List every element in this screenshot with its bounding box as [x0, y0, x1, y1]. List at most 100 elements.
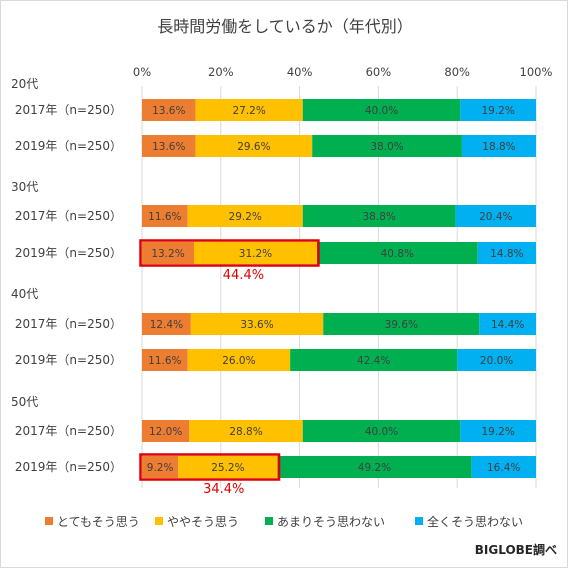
legend-label: あまりそう思わない — [277, 515, 385, 529]
row-labels: 2017年（n=250） 2019年（n=250） 2017年（n=250） 2019… — [15, 103, 122, 474]
data-label: 40.8% — [381, 248, 414, 260]
bar-segment — [142, 313, 191, 335]
data-label: 27.2% — [232, 105, 265, 117]
highlight-box — [139, 239, 320, 267]
data-label: 20.4% — [479, 211, 512, 223]
data-label: 11.6% — [148, 355, 181, 367]
data-label: 11.6% — [148, 211, 181, 223]
bar-segment — [142, 205, 188, 227]
bar-segment — [142, 99, 196, 121]
bar-segment — [312, 135, 462, 157]
chart-title: 長時間労働をしているか（年代別） — [157, 17, 413, 36]
legend-label: とてもそう思う — [57, 515, 140, 529]
legend-label: ややそう思う — [167, 515, 239, 529]
x-tick-label: 40% — [287, 65, 313, 79]
bar-segment — [316, 242, 478, 264]
group-label: 50代 — [11, 395, 38, 409]
group-label: 20代 — [11, 77, 38, 91]
row-label: 2019年（n=250） — [15, 246, 122, 260]
data-label: 42.4% — [357, 355, 390, 367]
bar-segment — [302, 420, 461, 442]
bar-segment — [461, 135, 536, 157]
data-label: 31.2% — [239, 248, 272, 260]
data-label: 13.6% — [152, 141, 185, 153]
bar-segment — [477, 242, 536, 264]
data-label: 25.2% — [211, 462, 244, 474]
bar-segment — [302, 205, 456, 227]
data-label: 28.8% — [229, 426, 262, 438]
x-tick-label: 20% — [208, 65, 234, 79]
bar-segment — [455, 205, 536, 227]
data-label: 20.0% — [480, 355, 513, 367]
data-label: 14.8% — [490, 248, 523, 260]
bars: 13.6% 27.2% 40.0% 19.2% 13.6% 29.6% 38.0% 18.8%… — [142, 99, 536, 478]
legend-swatch — [265, 517, 273, 525]
bar-segment — [460, 99, 536, 121]
bar-segment — [290, 349, 458, 371]
bar-segment — [178, 456, 278, 478]
data-label: 14.4% — [491, 319, 524, 331]
x-tick-label: 0% — [133, 65, 151, 79]
highlights: 44.4% 34.4% — [139, 239, 320, 497]
x-tick-label: 80% — [444, 65, 470, 79]
bar-segment — [457, 349, 536, 371]
group-label: 30代 — [11, 180, 38, 194]
legend: とてもそう思う ややそう思う あまりそう思わない 全くそう思わない — [45, 514, 523, 529]
data-label: 29.6% — [237, 141, 270, 153]
data-label: 13.2% — [151, 248, 184, 260]
data-label: 33.6% — [240, 319, 273, 331]
data-label: 12.0% — [149, 426, 182, 438]
bar-segment — [194, 242, 317, 264]
row-label: 2019年（n=250） — [15, 353, 122, 367]
bar-segment — [479, 313, 536, 335]
data-label: 13.6% — [152, 105, 185, 117]
bar-segment — [142, 420, 190, 442]
x-tick-label: 60% — [366, 65, 392, 79]
bar-segment — [302, 99, 461, 121]
bar-segment — [142, 456, 179, 478]
row-label: 2017年（n=250） — [15, 209, 122, 223]
bar-segment — [323, 313, 480, 335]
row-label: 2017年（n=250） — [15, 103, 122, 117]
row-label: 2019年（n=250） — [15, 460, 122, 474]
bar-segment — [195, 99, 303, 121]
bar-segment — [460, 420, 536, 442]
data-label: 38.8% — [363, 211, 396, 223]
bar-segment — [189, 420, 303, 442]
row-label: 2017年（n=250） — [15, 317, 122, 331]
data-label: 26.0% — [222, 355, 255, 367]
bar-segment — [277, 456, 472, 478]
legend-swatch — [415, 517, 423, 525]
data-label: 49.2% — [358, 462, 391, 474]
source-note: BIGLOBE調べ — [475, 542, 557, 557]
legend-swatch — [45, 517, 53, 525]
bar-segment — [187, 205, 303, 227]
bar-segment — [187, 349, 291, 371]
group-label: 40代 — [11, 287, 38, 301]
x-tick-label: 100% — [520, 65, 553, 79]
highlight-box — [139, 453, 281, 481]
bar-segment — [142, 349, 188, 371]
data-label: 29.2% — [229, 211, 262, 223]
bar-segment — [190, 313, 324, 335]
bar-segment — [195, 135, 313, 157]
highlight-total-label: 34.4% — [203, 482, 244, 497]
bar-segment — [471, 456, 536, 478]
data-label: 38.0% — [370, 141, 403, 153]
data-label: 39.6% — [385, 319, 418, 331]
bar-segment — [142, 135, 196, 157]
highlight-total-label: 44.4% — [223, 268, 264, 283]
data-label: 40.0% — [365, 426, 398, 438]
data-label: 16.4% — [487, 462, 520, 474]
data-label: 40.0% — [365, 105, 398, 117]
bar-segment — [142, 242, 195, 264]
data-label: 19.2% — [481, 426, 514, 438]
group-labels: 20代 30代 40代 50代 — [11, 77, 38, 409]
data-label: 9.2% — [147, 462, 174, 474]
data-label: 18.8% — [482, 141, 515, 153]
data-label: 12.4% — [150, 319, 183, 331]
legend-swatch — [155, 517, 163, 525]
legend-label: 全くそう思わない — [427, 514, 523, 529]
